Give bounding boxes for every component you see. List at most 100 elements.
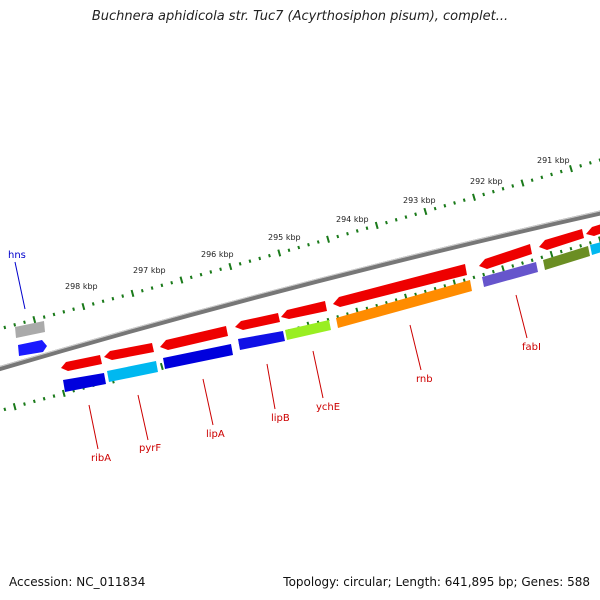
major-tick bbox=[277, 249, 282, 257]
gene-forward[interactable] bbox=[539, 229, 584, 250]
minor-tick bbox=[443, 203, 447, 208]
minor-tick bbox=[511, 184, 515, 188]
minor-tick bbox=[42, 396, 46, 401]
minor-tick bbox=[491, 189, 495, 194]
gene-cyan[interactable] bbox=[590, 241, 600, 255]
minor-tick bbox=[462, 198, 466, 202]
gene-gray[interactable] bbox=[15, 321, 45, 338]
gene-forward[interactable] bbox=[479, 244, 532, 269]
minor-tick bbox=[530, 178, 534, 182]
gene-forward[interactable] bbox=[160, 326, 228, 350]
minor-tick bbox=[453, 201, 456, 205]
minor-tick bbox=[521, 261, 524, 265]
minor-tick bbox=[355, 229, 359, 233]
minor-tick bbox=[62, 310, 66, 314]
forward-genes bbox=[15, 223, 600, 371]
gene-forward[interactable] bbox=[61, 355, 102, 371]
minor-tick bbox=[248, 259, 252, 263]
genome-summary: Topology: circular; Length: 641,895 bp; … bbox=[283, 575, 590, 589]
minor-tick bbox=[111, 296, 115, 301]
minor-tick bbox=[346, 231, 349, 236]
major-tick bbox=[598, 236, 600, 244]
minor-tick bbox=[209, 270, 213, 274]
major-tick bbox=[130, 289, 135, 297]
gene-forward[interactable] bbox=[586, 223, 600, 236]
minor-tick bbox=[433, 206, 437, 211]
gene-forward[interactable] bbox=[235, 313, 280, 330]
minor-tick bbox=[472, 275, 476, 280]
gene-label-hns[interactable]: hns bbox=[8, 250, 26, 261]
scale-label: 292 kbp bbox=[470, 177, 503, 186]
gene-label-lipA[interactable]: lipA bbox=[206, 429, 225, 440]
major-tick bbox=[228, 262, 233, 271]
genome-backbone-highlight bbox=[0, 210, 600, 368]
minor-tick bbox=[540, 255, 544, 260]
major-tick bbox=[326, 235, 330, 243]
gene-lipA[interactable] bbox=[163, 344, 233, 369]
gene-label-lipB[interactable]: lipB bbox=[271, 413, 290, 424]
major-tick bbox=[32, 316, 37, 324]
minor-tick bbox=[32, 399, 36, 404]
gene-fabI[interactable] bbox=[482, 262, 538, 287]
minor-tick bbox=[579, 164, 583, 168]
minor-tick bbox=[569, 246, 573, 251]
gene-label-ychE[interactable]: ychE bbox=[316, 402, 340, 413]
minor-tick bbox=[268, 253, 271, 258]
minor-tick bbox=[336, 234, 340, 239]
minor-tick bbox=[482, 192, 486, 197]
gene-label-ribA[interactable]: ribA bbox=[91, 453, 111, 464]
gene-forward[interactable] bbox=[281, 301, 327, 319]
minor-tick bbox=[3, 325, 7, 330]
minor-tick bbox=[258, 256, 262, 261]
minor-tick bbox=[559, 249, 563, 254]
minor-tick bbox=[52, 312, 56, 317]
accession-label: Accession: NC_011834 bbox=[9, 575, 146, 589]
minor-tick bbox=[160, 283, 164, 288]
reverse-genes bbox=[18, 241, 600, 392]
minor-tick bbox=[482, 272, 486, 277]
minor-tick bbox=[91, 302, 95, 306]
gene-olive[interactable] bbox=[543, 246, 590, 270]
gene-ychE[interactable] bbox=[285, 320, 331, 340]
minor-tick bbox=[238, 262, 242, 266]
minor-tick bbox=[394, 218, 398, 222]
gene-pyrF[interactable] bbox=[107, 361, 158, 382]
gene-rnb[interactable] bbox=[336, 280, 472, 328]
scale-label: 296 kbp bbox=[201, 250, 234, 259]
major-tick bbox=[179, 276, 184, 284]
minor-tick bbox=[287, 248, 291, 253]
minor-tick bbox=[540, 175, 544, 180]
minor-tick bbox=[511, 264, 515, 268]
scale-label: 298 kbp bbox=[65, 282, 98, 291]
minor-tick bbox=[404, 215, 408, 219]
minor-tick bbox=[170, 280, 174, 285]
gene-label-rnb[interactable]: rnb bbox=[416, 374, 433, 385]
major-tick bbox=[374, 221, 379, 230]
major-tick bbox=[520, 179, 525, 187]
minor-tick bbox=[23, 320, 26, 325]
scale-label: 293 kbp bbox=[403, 196, 436, 205]
minor-tick bbox=[297, 245, 301, 250]
gene-ribA[interactable] bbox=[63, 373, 106, 392]
major-tick bbox=[12, 403, 17, 411]
minor-tick bbox=[13, 323, 17, 327]
gene-hns[interactable] bbox=[18, 340, 47, 356]
genome-backbone bbox=[0, 210, 600, 372]
minor-tick bbox=[316, 240, 320, 244]
gene-label-pyrF[interactable]: pyrF bbox=[139, 443, 161, 454]
gene-forward[interactable] bbox=[333, 264, 467, 307]
gene-label-leaders bbox=[14, 261, 528, 450]
minor-tick bbox=[101, 299, 105, 304]
gene-labels: hns ribA pyrF lipA lipB ychE rnb fabI bbox=[8, 250, 541, 464]
gene-lipB[interactable] bbox=[238, 331, 285, 350]
gene-label-fabI[interactable]: fabI bbox=[522, 342, 541, 353]
minor-tick bbox=[530, 258, 534, 263]
gene-forward[interactable] bbox=[104, 343, 154, 360]
minor-tick bbox=[414, 212, 418, 217]
minor-tick bbox=[462, 278, 466, 283]
scale-label: 297 kbp bbox=[133, 266, 166, 275]
minor-tick bbox=[121, 294, 125, 298]
scale-label: 294 kbp bbox=[336, 215, 369, 224]
scale-labels: 291 kbp 292 kbp 293 kbp 294 kbp 295 kbp 296 k… bbox=[65, 156, 570, 291]
map-title: Buchnera aphidicola str. Tuc7 (Acyrthosi… bbox=[91, 9, 509, 24]
